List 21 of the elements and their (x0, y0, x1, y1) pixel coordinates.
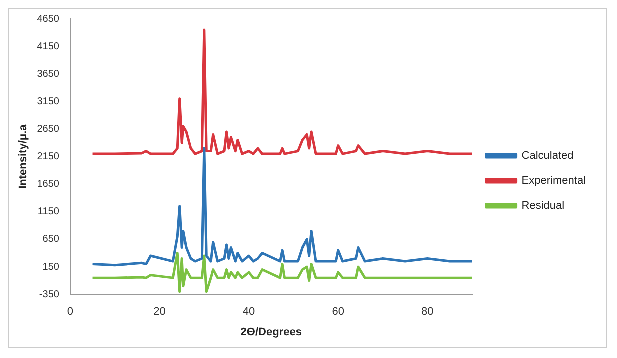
legend-label: Experimental (522, 175, 586, 188)
x-tick-label: 20 (154, 306, 166, 318)
y-tick-label: 1150 (38, 206, 60, 218)
y-tick-label: 4650 (37, 14, 60, 25)
y-tick-label: 1650 (37, 179, 60, 190)
legend-label: Calculated (522, 150, 574, 162)
y-tick-label: 650 (42, 234, 60, 246)
y-axis-title: Intensity/μ.a (18, 124, 30, 189)
x-tick-label: 80 (422, 306, 434, 318)
y-tick-label: -350 (39, 289, 60, 300)
y-tick-label: 3650 (37, 68, 60, 80)
legend-label: Residual (522, 200, 565, 212)
y-tick-label: 3150 (37, 96, 60, 108)
y-tick-label: 150 (42, 262, 60, 273)
y-tick-label: 2650 (37, 124, 60, 135)
x-axis-title: 2Θ/Degrees (240, 326, 302, 338)
y-tick-label: 4150 (37, 41, 60, 52)
x-tick-label: 40 (242, 306, 256, 318)
x-tick-label: 60 (332, 306, 344, 318)
x-tick-label: 0 (67, 306, 74, 318)
y-tick-label: 2150 (37, 152, 60, 163)
